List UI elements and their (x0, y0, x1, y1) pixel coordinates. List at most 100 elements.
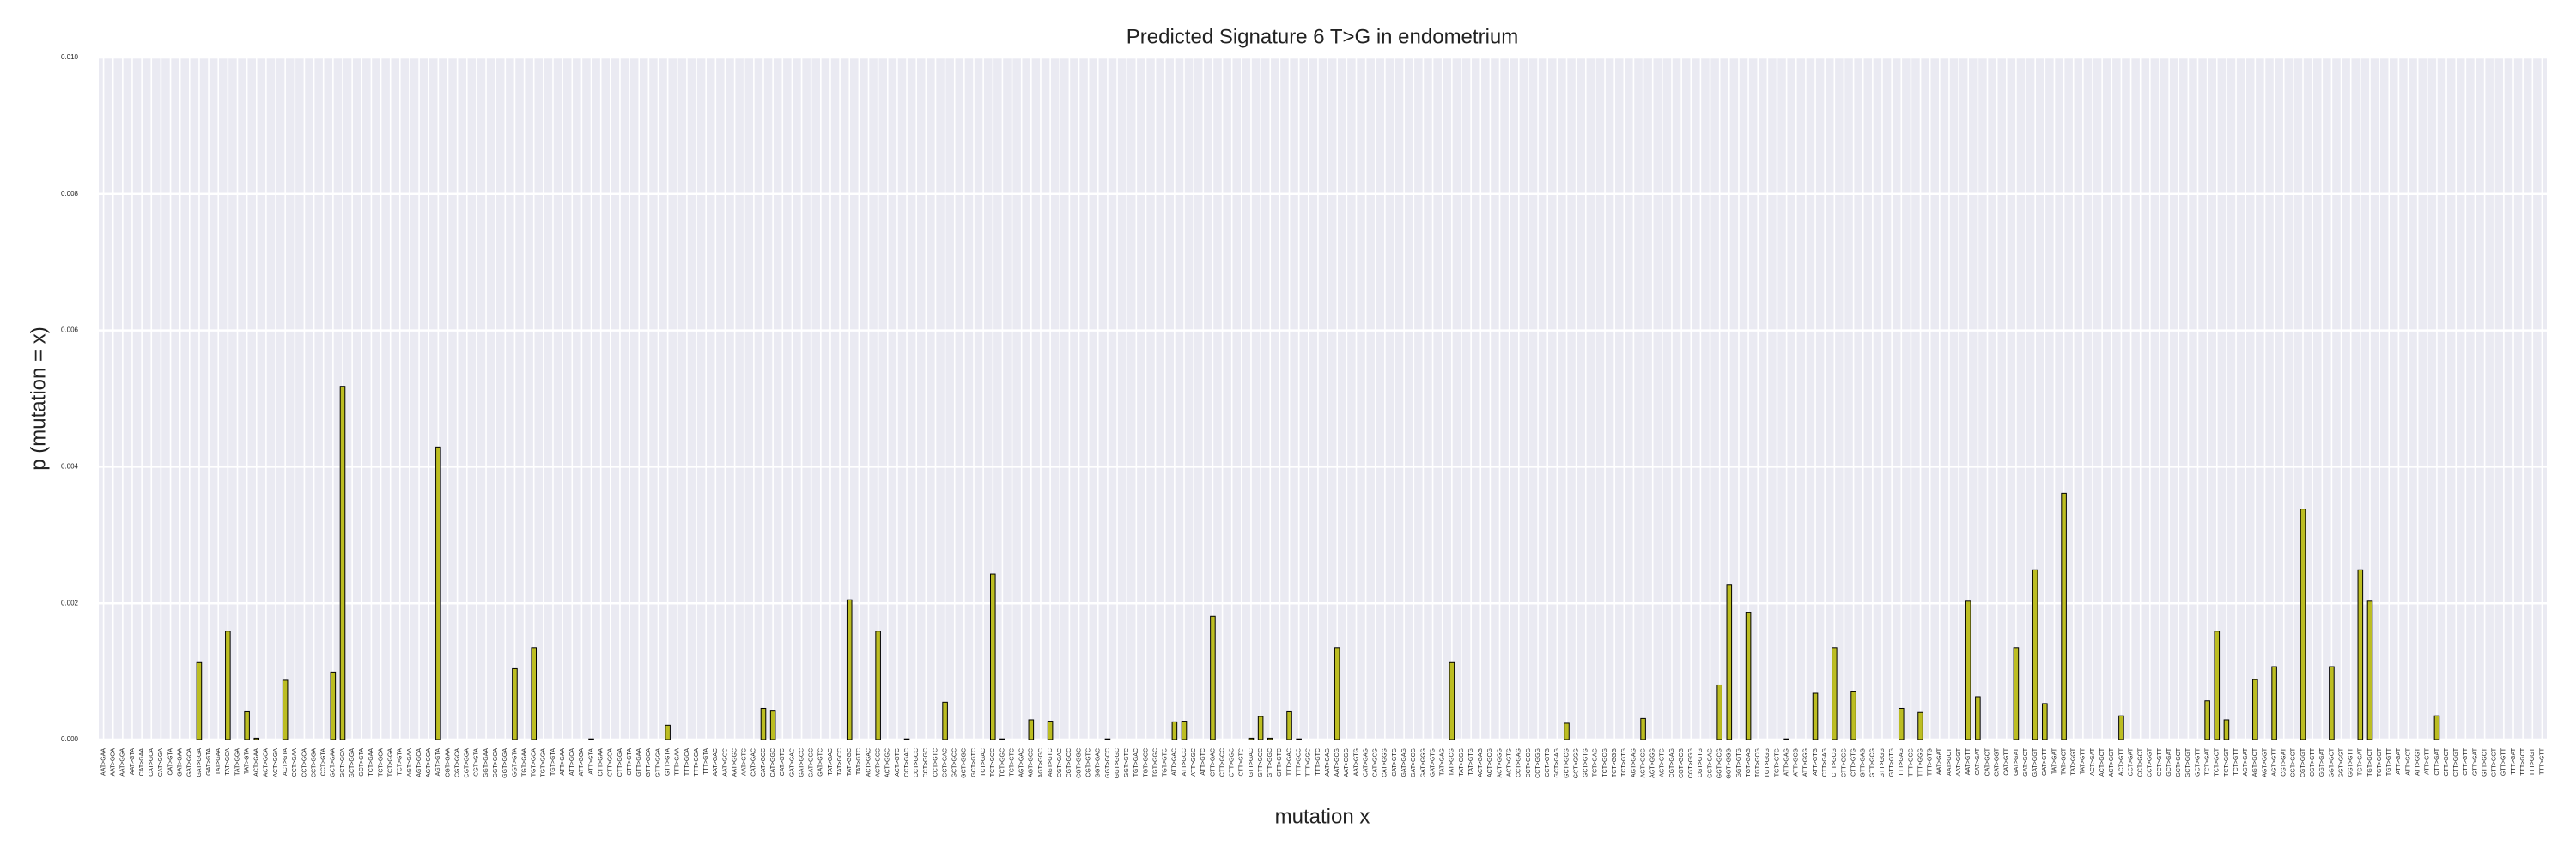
x-tick-label: CTT>GGC (1230, 748, 1236, 777)
x-tick-label: CAT>GTC (780, 748, 786, 776)
bar (253, 737, 260, 740)
x-tick-label: CTT>GAT (2434, 747, 2440, 775)
x-tick-label: AAT>GCT (1947, 747, 1953, 776)
x-tick-label: GTT>GGA (655, 748, 661, 777)
x-tick-label: GTT>GAT (2472, 747, 2478, 776)
x-tick-label: ATT>GGA (579, 748, 585, 777)
x-tick-label: TTT>GCT (2520, 747, 2526, 775)
x-tick-label: TGT>GTA (550, 748, 556, 776)
x-tick-label: TCT>GCG (1602, 748, 1608, 777)
x-tick-label: AGT>GTG (1660, 748, 1666, 777)
bar (244, 710, 250, 740)
x-tick-label: TAT>GTA (244, 748, 250, 774)
x-tick-label: GCT>GAC (942, 748, 948, 777)
x-tick-label: TGT>GGA (541, 748, 547, 777)
x-tick-label: AAT>GAG (1325, 748, 1331, 777)
x-tick-label: TCT>GAA (368, 748, 374, 777)
x-tick-label: TCT>GCA (378, 748, 384, 777)
x-tick-label: TCT>GCT (2215, 747, 2221, 776)
x-tick-label: GTT>GGC (1267, 748, 1273, 777)
x-tick-label: TTT>GTG (1928, 748, 1934, 776)
bar (942, 701, 948, 740)
x-tick-label: ATT>GTA (588, 748, 594, 775)
x-tick-label: AAT>GTG (1353, 748, 1359, 776)
x-tick-label: CTT>GCC (1219, 748, 1225, 777)
x-tick-label: TCT>GGC (999, 748, 1005, 777)
x-tick-label: TCT>GTG (1621, 748, 1627, 777)
x-tick-label: GGT>GAG (1707, 748, 1713, 778)
y-tick-label: 0.000 (61, 735, 79, 743)
x-tick-label: AGT>GTC (1048, 748, 1054, 777)
x-tick-label: TTT>GCA (684, 748, 690, 776)
x-tick-label: TTT>GAT (2511, 747, 2517, 775)
x-tick-label: CAT>GCG (1373, 748, 1379, 777)
x-tick-label: CAT>GGG (1382, 748, 1388, 777)
x-tick-label: TAT>GAG (1440, 748, 1446, 776)
x-tick-label: ATT>GTG (1813, 748, 1819, 776)
x-tick-label: CGT>GAT (2281, 747, 2287, 776)
x-tick-label: TGT>GAT (2358, 747, 2364, 776)
bar (1832, 647, 1838, 740)
x-tick-label: GCT>GCA (340, 748, 346, 777)
x-tick-label: CAT>GAA (139, 748, 145, 777)
x-tick-label: ATT>GCC (1182, 748, 1188, 776)
x-tick-label: CTT>GTT (2463, 747, 2469, 775)
x-tick-label: AAT>GTC (742, 748, 748, 776)
x-tick-label: CAT>GGC (770, 748, 776, 777)
x-tick-label: GCT>GAA (331, 748, 337, 777)
x-tick-label: AGT>GCG (1640, 748, 1646, 777)
bar (1296, 738, 1302, 740)
x-tick-label: TGT>GGC (1152, 748, 1158, 777)
x-tick-label: GAT>GCG (1411, 748, 1417, 777)
x-tick-label: AAT>GCA (111, 748, 117, 777)
x-tick-label: CCT>GAT (2128, 747, 2134, 776)
x-tick-label: CGT>GCT (2291, 747, 2297, 777)
x-tick-label: CCT>GAC (904, 748, 910, 777)
x-tick-label: CTT>GAC (1210, 748, 1216, 777)
x-tick-label: CCT>GGG (1535, 748, 1541, 778)
x-tick-label: GGT>GAC (1096, 748, 1102, 777)
x-tick-label: TAT>GCC (837, 748, 843, 776)
x-tick-label: ACT>GTA (283, 748, 289, 776)
x-tick-label: CTT>GCT (2444, 747, 2450, 776)
bar (1257, 716, 1264, 740)
x-tick-label: GCT>GTT (2195, 747, 2201, 777)
bar (2223, 719, 2230, 740)
x-tick-label: GTT>GTG (1889, 748, 1895, 777)
x-tick-label: CCT>GGT (2148, 747, 2154, 777)
x-tick-label: GTT>GTC (1277, 748, 1283, 777)
bar (196, 661, 203, 740)
x-tick-label: CCT>GTG (1545, 748, 1551, 777)
bar (435, 446, 441, 740)
bar (1745, 612, 1752, 740)
x-tick-label: GCT>GCG (1564, 748, 1570, 778)
x-tick-label: ATT>GTT (2425, 747, 2431, 775)
x-tick-label: TCT>GAT (2204, 747, 2210, 775)
bar (2013, 647, 2020, 740)
x-tick-label: CAT>GCA (149, 748, 155, 777)
x-tick-label: CGT>GGA (465, 748, 471, 778)
bar (846, 599, 853, 740)
x-tick-label: AAT>GAT (1937, 747, 1943, 775)
x-tick-label: CAT>GAT (1975, 747, 1981, 775)
x-tick-label: GTT>GCC (1258, 748, 1264, 777)
y-tick-label: 0.010 (61, 53, 79, 61)
x-tick-label: ATT>GGT (2415, 747, 2421, 776)
x-tick-label: TTT>GCC (1297, 748, 1303, 776)
x-tick-label: CGT>GTA (474, 748, 480, 777)
x-tick-label: GGT>GGA (502, 748, 508, 778)
x-tick-label: GTT>GGT (2492, 747, 2498, 777)
x-tick-label: ATT>GAT (2396, 747, 2402, 774)
y-tick-label: 0.008 (61, 190, 79, 198)
x-tick-label: CTT>GGG (1841, 748, 1847, 777)
x-tick-label: GCT>GGC (962, 748, 968, 778)
x-tick-label: AAT>GAC (713, 748, 719, 776)
x-tick-label: CAT>GGA (158, 748, 164, 777)
x-tick-label: GAT>GCC (799, 748, 805, 777)
x-tick-label: TAT>GCT (2061, 747, 2067, 775)
x-tick-label: ACT>GTT (2118, 747, 2124, 776)
x-tick-label: TGT>GCC (1143, 748, 1149, 777)
x-tick-label: GAT>GTG (1430, 748, 1436, 777)
bar (1028, 719, 1035, 740)
x-tick-label: TAT>GTT (2081, 747, 2087, 774)
